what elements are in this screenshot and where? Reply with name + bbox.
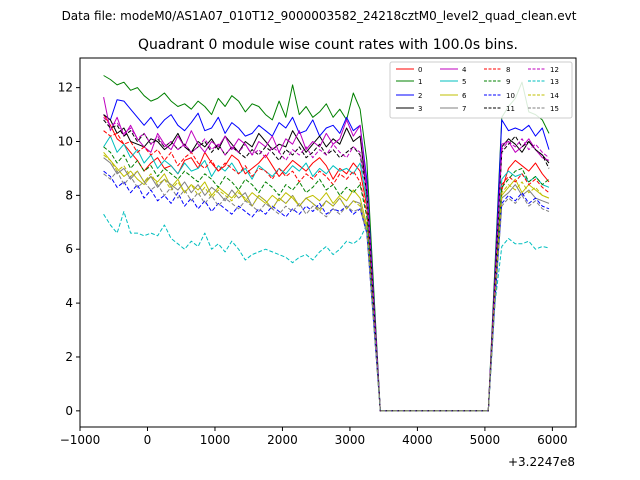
y-tick-label: 10 (58, 134, 73, 148)
series-9-line (103, 146, 550, 412)
legend-label-6: 6 (462, 92, 467, 100)
series-15-line (103, 170, 550, 412)
x-tick-label: 0 (144, 433, 152, 447)
legend-label-10: 10 (506, 92, 515, 100)
legend-label-2: 2 (418, 92, 422, 100)
x-tick-label: 4000 (402, 433, 433, 447)
legend-label-5: 5 (462, 78, 466, 86)
legend-label-8: 8 (506, 66, 510, 74)
legend-label-9: 9 (506, 78, 510, 86)
legend-label-7: 7 (462, 105, 466, 113)
chart-title: Quadrant 0 module wise count rates with … (138, 37, 518, 53)
y-tick-label: 8 (65, 188, 73, 202)
plot-frame (79, 57, 577, 428)
y-tick-label: 6 (65, 242, 73, 256)
legend-label-13: 13 (550, 78, 559, 86)
series-11-line (103, 119, 550, 412)
x-tick-label: 3000 (335, 433, 366, 447)
x-tick-label: 1000 (200, 433, 231, 447)
x-tick-label: 6000 (537, 433, 568, 447)
legend-label-15: 15 (550, 105, 559, 113)
y-tick-label: 2 (65, 350, 73, 364)
x-tick-label: 5000 (470, 433, 501, 447)
x-tick-label: −1000 (60, 433, 101, 447)
legend-label-12: 12 (550, 66, 559, 74)
legend-label-1: 1 (418, 78, 422, 86)
y-tick-label: 4 (65, 296, 73, 310)
x-tick-label: 2000 (267, 433, 298, 447)
legend-label-3: 3 (418, 105, 422, 113)
legend-label-0: 0 (418, 66, 422, 74)
legend-box (389, 61, 573, 119)
series-13-line (103, 211, 550, 412)
y-tick-label: 0 (65, 404, 73, 418)
x-offset-label: +3.2247e8 (508, 455, 575, 469)
series-12-line (103, 116, 550, 412)
legend-label-14: 14 (550, 92, 559, 100)
legend-label-4: 4 (462, 66, 467, 74)
figure-suptitle: Data file: modeM0/AS1A07_010T12_90000035… (62, 9, 577, 23)
series-layer (103, 75, 550, 412)
y-tick-label: 12 (58, 81, 73, 95)
legend-label-11: 11 (506, 105, 515, 113)
